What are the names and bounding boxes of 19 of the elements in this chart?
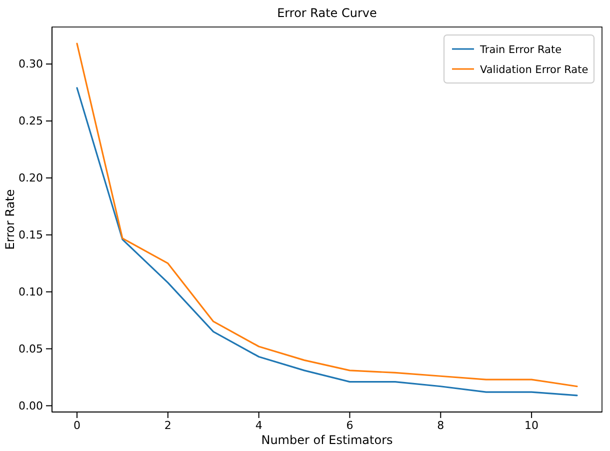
x-tick-label: 0: [74, 418, 80, 432]
y-tick-label: 0.00: [18, 399, 43, 412]
x-axis-title: Number of Estimators: [261, 433, 393, 447]
line-series: [76, 87, 578, 396]
y-tick-label: 0.20: [18, 171, 43, 184]
y-axis-title: Error Rate: [3, 189, 17, 250]
y-tick-label: 0.10: [18, 285, 43, 298]
chart-title: Error Rate Curve: [277, 6, 377, 20]
x-tick-label: 6: [346, 418, 354, 432]
x-tick-label: 4: [255, 418, 262, 432]
x-tick-label: 10: [524, 418, 539, 432]
y-tick-label: 0.15: [18, 228, 43, 242]
y-tick-label: 0.30: [18, 58, 43, 71]
y-tick-label: 0.05: [18, 342, 43, 356]
legend-label: Train Error Rate: [479, 44, 562, 56]
x-tick-label: 8: [437, 418, 444, 432]
y-tick-label: 0.25: [18, 114, 43, 128]
x-tick-label: 2: [164, 418, 172, 432]
legend-label: Validation Error Rate: [480, 64, 588, 76]
